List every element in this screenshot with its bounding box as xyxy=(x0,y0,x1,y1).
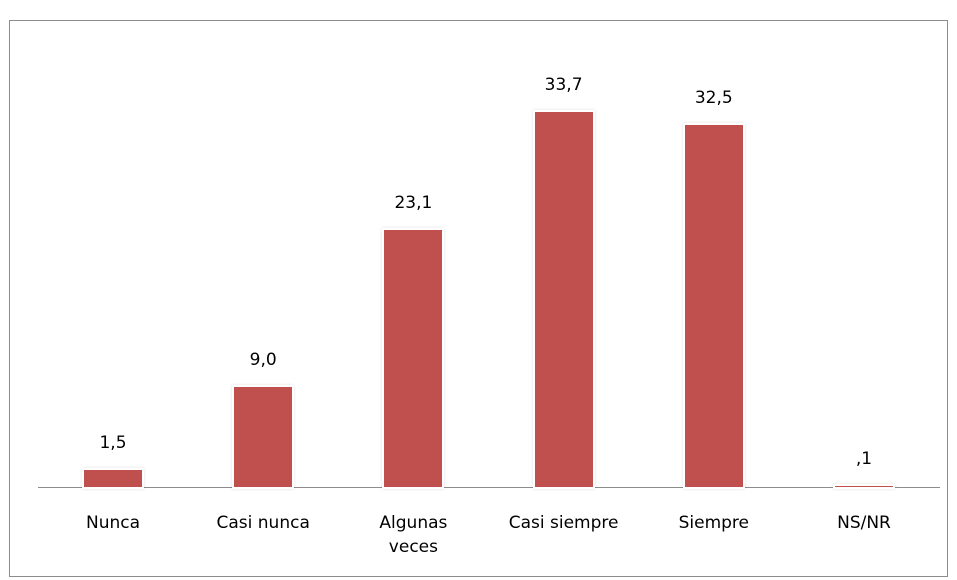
data-label: 9,0 xyxy=(249,349,277,370)
chart-frame xyxy=(9,20,948,577)
x-tick-label: Nunca xyxy=(85,513,141,533)
x-tick-label: Casi siempre xyxy=(508,513,619,533)
data-label: 1,5 xyxy=(99,433,127,454)
bar xyxy=(684,125,743,487)
data-label: ,1 xyxy=(855,448,873,469)
bar xyxy=(234,386,293,487)
bar xyxy=(835,485,893,487)
data-label: 23,1 xyxy=(394,192,433,213)
x-tick-label: Siempre xyxy=(678,513,749,533)
x-tick-label: NS/NR xyxy=(837,513,891,533)
x-axis xyxy=(38,487,940,488)
bar xyxy=(384,229,443,487)
x-tick-label: Algunas veces xyxy=(379,513,448,557)
bar xyxy=(84,470,142,487)
x-tick-label: Casi nunca xyxy=(216,513,310,533)
data-label: 33,7 xyxy=(544,75,583,95)
data-label: 32,5 xyxy=(694,88,733,109)
bar xyxy=(534,112,593,487)
